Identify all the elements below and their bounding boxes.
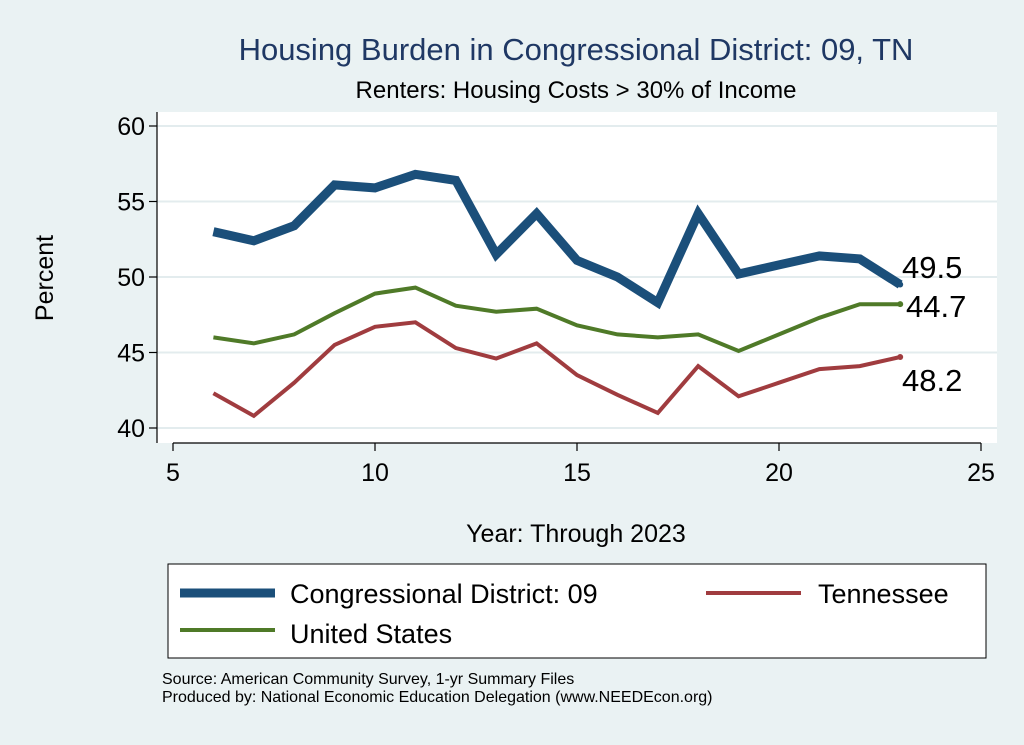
y-tick-label: 40 [117,415,145,443]
chart-subtitle: Renters: Housing Costs > 30% of Income [356,77,797,104]
legend [167,563,987,659]
series-lines [212,169,904,419]
end-labels: 49.5 44.7 48.2 [902,250,966,398]
x-tick-label: 15 [563,459,591,487]
producer-note: Produced by: National Economic Education… [162,689,713,706]
chart-title: Housing Burden in Congressional District… [239,32,914,67]
x-axis-ticks: 5 10 15 20 25 [166,443,995,487]
x-tick-label: 25 [967,459,995,487]
legend-label-0: Congressional District: 09 [290,579,598,609]
x-tick-label: 20 [765,459,793,487]
end-label-2: 48.2 [902,363,962,398]
gridlines [157,125,997,429]
y-axis-title: Percent [31,235,59,321]
x-tick-label: 5 [166,459,180,487]
source-note: Source: American Community Survey, 1-yr … [162,671,575,688]
legend-items: Congressional District: 09 Tennessee Unite… [180,579,949,649]
series-line-0 [212,169,903,310]
x-axis-title: Year: Through 2023 [466,520,686,548]
series-line-2 [213,285,901,354]
y-tick-label: 60 [117,113,145,141]
series-end-marker-1 [897,354,904,361]
end-label-1: 44.7 [906,289,966,324]
end-label-0: 49.5 [902,250,962,285]
y-tick-label: 45 [117,340,145,368]
y-tick-label: 55 [117,189,145,217]
series-line-1 [212,320,901,419]
series-end-marker-0 [897,281,904,288]
x-tick-label: 10 [361,459,389,487]
y-tick-label: 50 [117,264,145,292]
y-axis-ticks: 40 45 50 55 60 [117,113,157,443]
series-end-marker-2 [897,301,904,308]
legend-label-1: Tennessee [818,579,949,609]
legend-label-2: United States [290,619,452,649]
